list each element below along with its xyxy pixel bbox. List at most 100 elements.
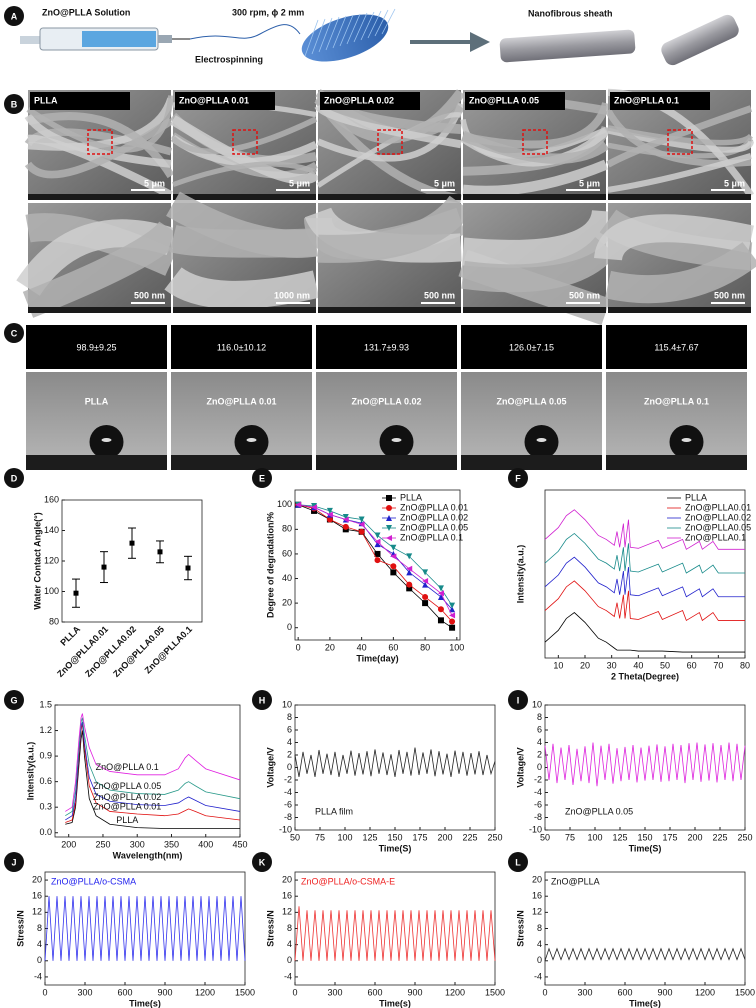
marker: [326, 516, 333, 523]
y-axis-label: Water Contact Angle(°): [32, 512, 42, 609]
marker: [342, 516, 349, 523]
collector-fiber: [318, 17, 333, 53]
marker: [437, 606, 444, 613]
annotation: ZnO@PLLA/o-CSMA: [51, 876, 136, 886]
y-tick-label: 0.6: [39, 776, 52, 786]
sample-tag: ZnO@PLLA 0.01: [179, 95, 249, 105]
y-tick-label: 10: [282, 699, 292, 709]
x-tick-label: 1500: [485, 987, 505, 997]
y-tick-label: 100: [277, 499, 292, 509]
droplet-glint: [681, 438, 692, 442]
x-tick-label: 200: [687, 832, 702, 842]
marker: [386, 515, 392, 521]
jet: [189, 24, 301, 40]
x-tick-label: 900: [657, 987, 672, 997]
sample-tag-bg: [465, 92, 565, 110]
x-axis-label: Wavelength(nm): [113, 850, 183, 860]
x-tick-label: 40: [357, 642, 367, 652]
fiber: [172, 161, 317, 188]
legend-entry: PLLA: [685, 492, 707, 502]
marker: [449, 624, 456, 631]
marker: [437, 585, 444, 592]
panel-label: L: [515, 857, 521, 867]
y-axis-label: Stress/N: [15, 910, 25, 947]
collector-fiber: [339, 14, 354, 47]
annotation: ZnO@PLLA 0.05: [565, 806, 633, 816]
marker: [422, 581, 429, 588]
collector: [301, 14, 389, 62]
process-arrow: [410, 32, 490, 52]
panel-badge: [4, 468, 24, 488]
fiber: [166, 191, 319, 258]
x-axis-label: Time(S): [379, 843, 412, 853]
panel-label: K: [259, 857, 266, 867]
angle-value: 116.0±10.12: [217, 342, 266, 352]
marker: [390, 553, 397, 560]
y-tick-label: 0: [287, 955, 292, 965]
zoom-box: [667, 129, 693, 155]
x-tick-label: 300: [130, 839, 145, 849]
panel-label: E: [259, 473, 265, 483]
series-label: ZnO@PLLA 0.02: [93, 792, 161, 802]
collector-fiber: [311, 18, 326, 55]
marker: [449, 612, 456, 619]
annotation: ZnO@PLLA/o-CSMA-E: [301, 876, 395, 886]
series-line: [65, 730, 240, 829]
marker: [342, 514, 349, 521]
y-tick-label: 4: [287, 939, 292, 949]
x-tick-label: 225: [462, 832, 477, 842]
series-line: [44, 896, 246, 961]
angle-value: 98.9±9.25: [77, 342, 117, 352]
marker: [374, 538, 381, 545]
panel-badge: [508, 468, 528, 488]
y-tick-label: 80: [282, 524, 292, 534]
fiber: [607, 125, 754, 146]
syringe-liquid: [82, 31, 156, 47]
marker: [437, 617, 444, 624]
y-tick-label: 0.9: [39, 750, 52, 760]
sem-footer: [608, 307, 751, 313]
y-axis-label: Degree of degradation/%: [265, 512, 275, 618]
scale-bottom: 500 nm: [714, 290, 745, 300]
marker: [326, 511, 333, 518]
x-tick-label: 0: [542, 987, 547, 997]
series-label: ZnO@PLLA 0.1: [96, 762, 159, 772]
y-tick-label: 16: [32, 891, 42, 901]
plot-frame: [61, 499, 203, 623]
angle-value: 131.7±9.93: [364, 342, 409, 352]
legend-entry: ZnO@PLLA 0.05: [400, 522, 468, 532]
x-tick-label: 50: [540, 832, 550, 842]
panel-label: B: [11, 99, 18, 109]
plot-frame: [294, 871, 496, 986]
panel-badge: [252, 468, 272, 488]
sample-tag-bg: [610, 92, 710, 110]
y-tick-label: 4: [537, 737, 542, 747]
fiber: [606, 105, 753, 168]
x-tick-label: 20: [325, 642, 335, 652]
y-tick-label: -4: [534, 787, 542, 797]
angle-box: [316, 325, 457, 369]
legend-entry: ZnO@PLLA0.05: [685, 522, 751, 532]
x-axis-label: 2 Theta(Degree): [611, 671, 679, 681]
y-tick-label: -4: [284, 787, 292, 797]
panel-badge: [508, 690, 528, 710]
x-tick-label: 30: [607, 660, 617, 670]
marker: [406, 581, 413, 588]
fiber: [164, 266, 320, 309]
x-tick-label: 80: [420, 642, 430, 652]
fiber: [604, 241, 756, 304]
x-tick-label: 150: [387, 832, 402, 842]
marker: [358, 528, 365, 535]
marker: [449, 606, 456, 613]
x-tick-label: 250: [95, 839, 110, 849]
y-tick-label: 140: [44, 525, 59, 535]
y-tick-label: 20: [282, 597, 292, 607]
marker: [422, 577, 429, 584]
x-category-label: ZnO@PLLA0.02: [83, 624, 138, 679]
x-tick-label: 125: [612, 832, 627, 842]
marker: [374, 541, 381, 548]
angle-value: 115.4±7.67: [654, 342, 698, 352]
x-tick-label: 50: [660, 660, 670, 670]
process-label: Electrospinning: [195, 54, 263, 64]
